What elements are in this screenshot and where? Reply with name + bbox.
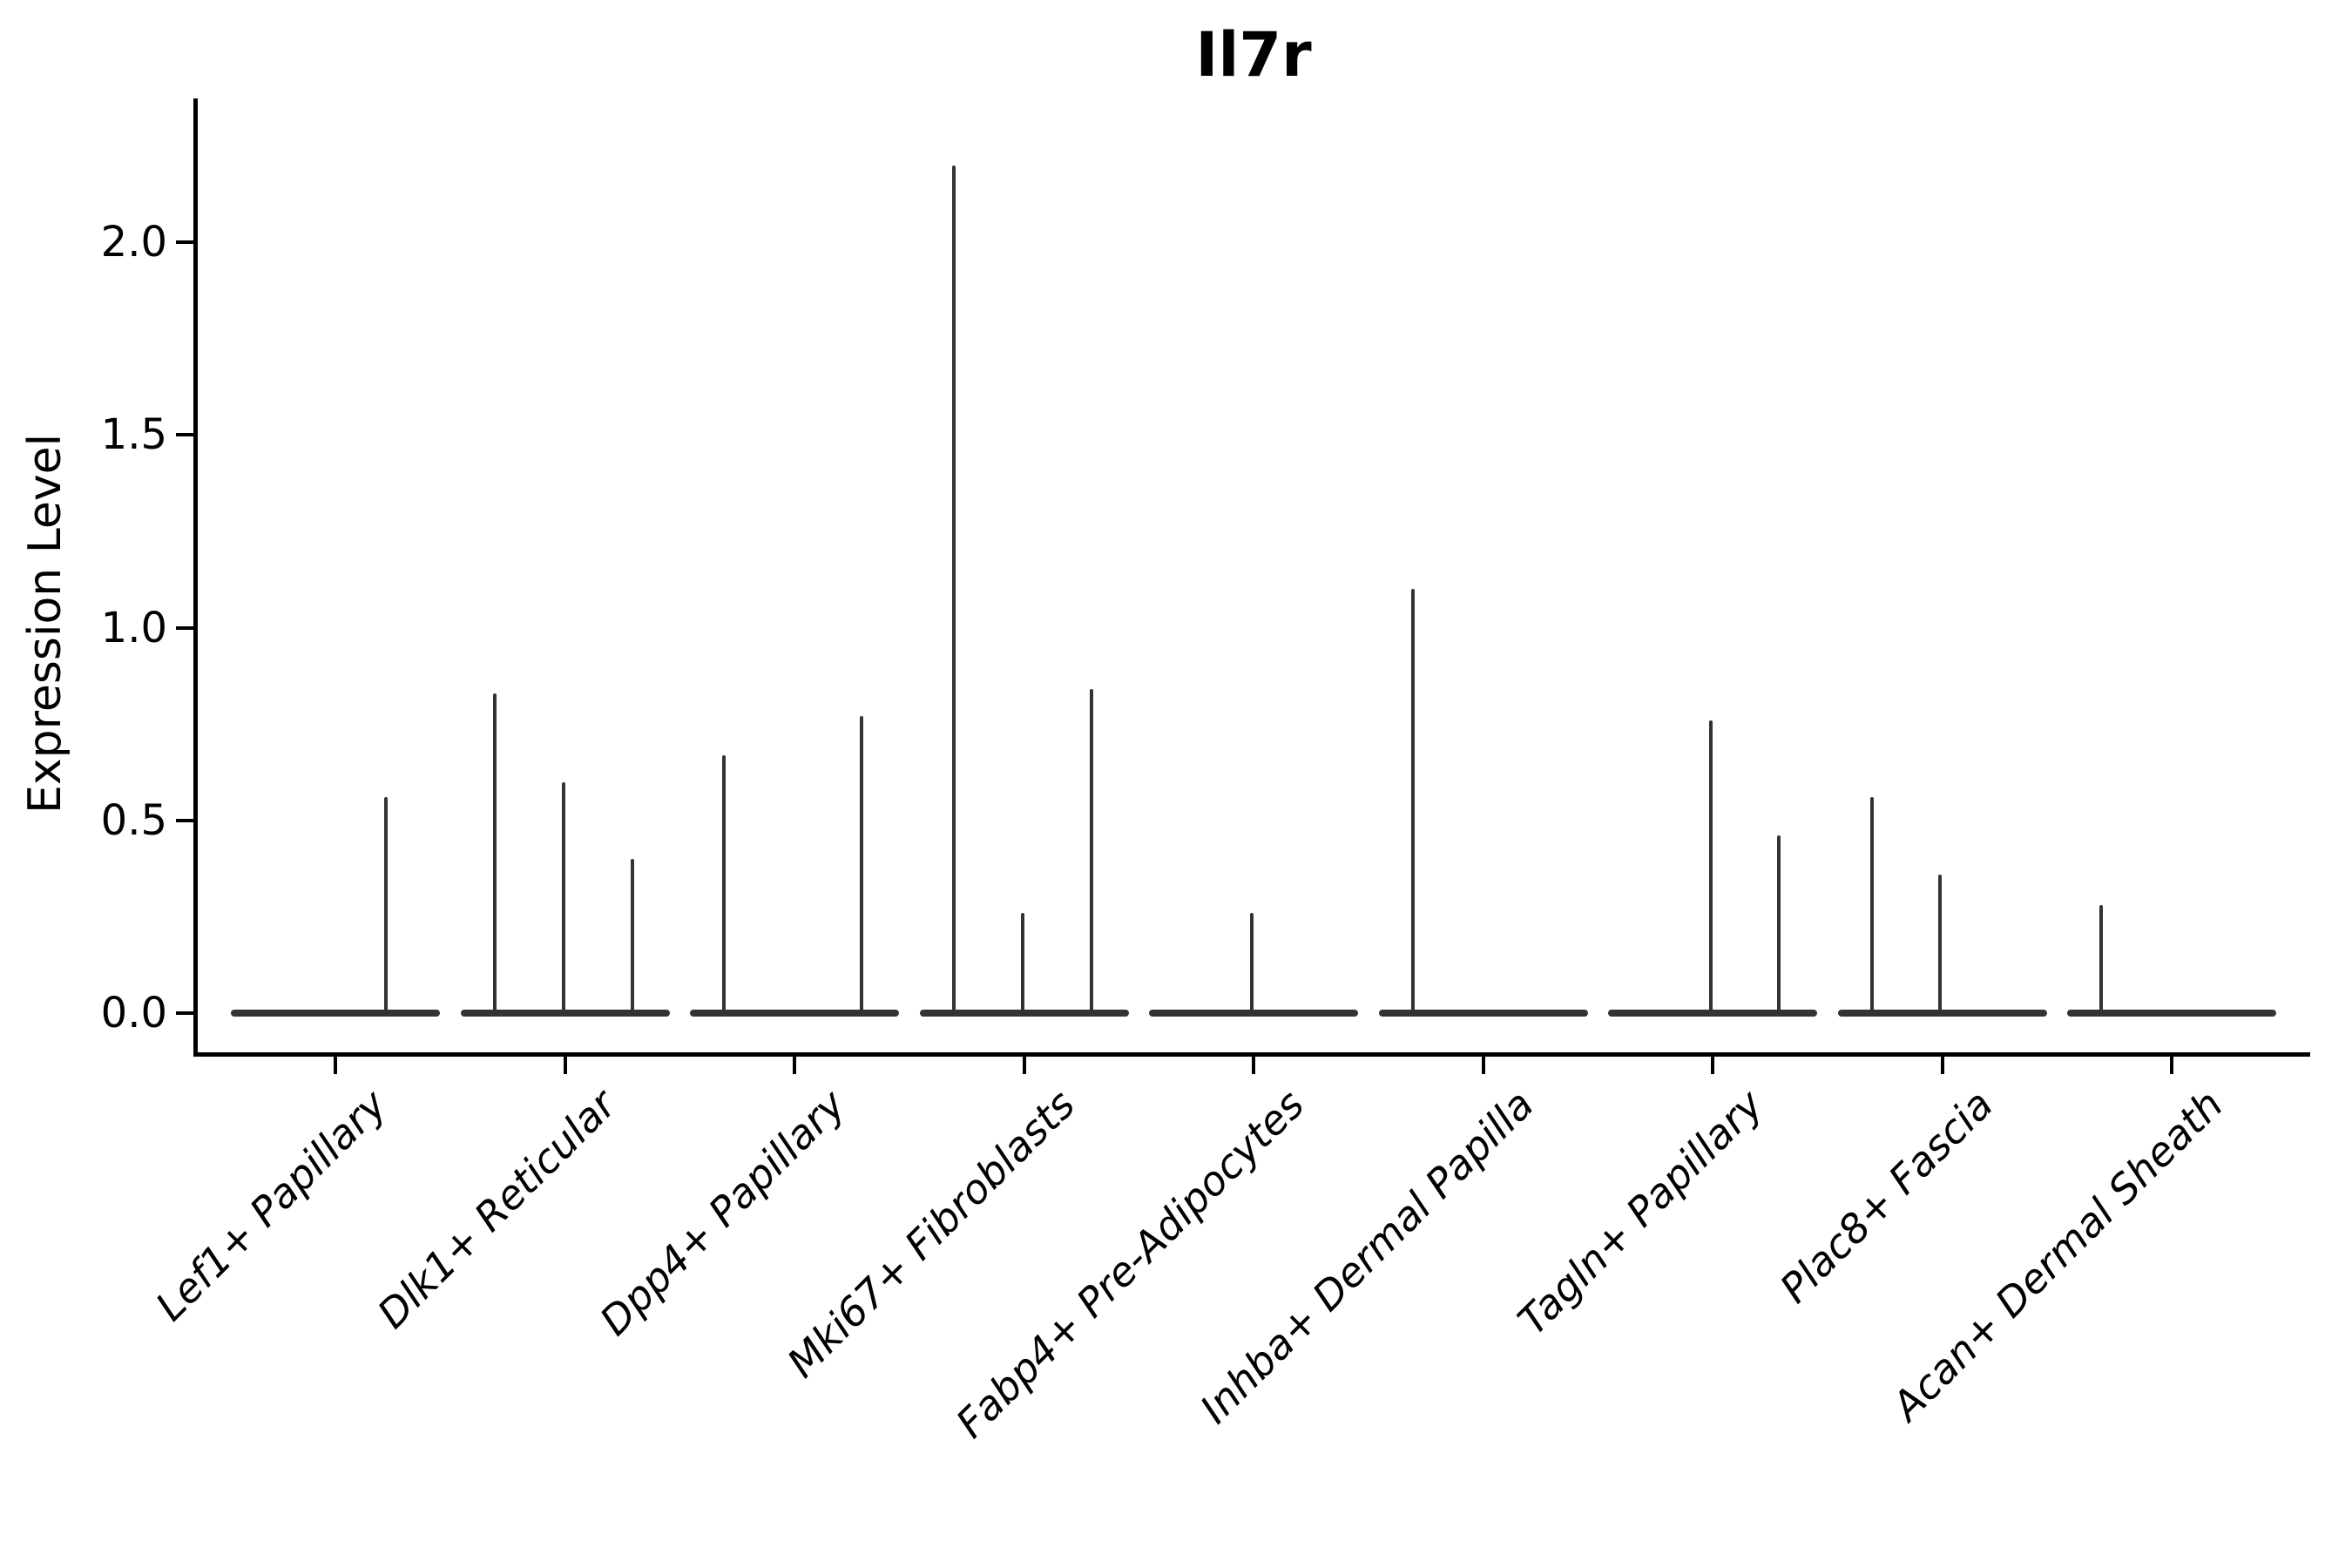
violin-density-spike [492,693,497,1015]
plot-title: Il7r [1195,19,1312,91]
y-axis-tick-label: 0.5 [100,795,167,845]
violin-baseline [2067,1010,2276,1017]
violin-baseline [690,1010,899,1017]
x-axis-tick [1481,1057,1485,1074]
violin-baseline [1837,1010,2047,1017]
violin-density-spike [384,797,388,1015]
x-axis-tick [1022,1057,1026,1074]
y-axis-tick [176,433,193,437]
violin-density-spike [1410,589,1415,1015]
x-axis-category-label: Dpp4+ Papillary [591,1080,855,1345]
violin-density-spike [722,754,726,1015]
violin-density-spike [860,716,863,1015]
violin-baseline [1608,1010,1817,1017]
violin-baseline [1149,1010,1358,1017]
violin-density-spike [1937,874,1942,1015]
y-axis-tick-label: 2.0 [100,218,167,267]
x-axis-category-label: Lef1+ Papillary [145,1080,395,1330]
x-axis-spine [193,1052,2310,1057]
violin-density-spike [951,165,956,1015]
y-axis-tick [176,240,193,244]
y-axis-tick [176,818,193,822]
violin-density-spike [561,781,565,1015]
x-axis-category-label: Plac8+ Fascia [1770,1080,2003,1312]
x-axis-category-label: Tagln+ Papillary [1509,1080,1773,1344]
x-axis-tick [334,1057,337,1074]
y-axis-tick-label: 1.5 [100,410,167,460]
x-axis-tick [1940,1057,1944,1074]
x-axis-tick [1711,1057,1714,1074]
y-axis-tick-label: 1.0 [100,603,167,652]
violin-density-spike [1869,797,1874,1015]
y-axis-tick [176,1011,193,1015]
violin-density-spike [2099,905,2103,1015]
violin-baseline [460,1010,670,1017]
x-axis-category-label: Dlk1+ Reticular [368,1080,625,1338]
violin-density-spike [1777,835,1781,1015]
violin-density-spike [1250,912,1254,1015]
violin-baseline [1378,1010,1588,1017]
y-axis-spine [193,98,198,1057]
x-axis-tick [1252,1057,1255,1074]
violin-baseline [919,1010,1129,1017]
x-axis-tick [793,1057,796,1074]
violin-baseline [231,1010,440,1017]
x-axis-tick [563,1057,567,1074]
violin-density-spike [1089,689,1093,1015]
violin-density-spike [1709,720,1713,1015]
y-axis-tick [176,625,193,630]
violin-density-spike [1020,912,1024,1015]
x-axis-tick [2170,1057,2173,1074]
violin-density-spike [630,859,634,1015]
y-axis-tick-label: 0.0 [100,989,167,1037]
